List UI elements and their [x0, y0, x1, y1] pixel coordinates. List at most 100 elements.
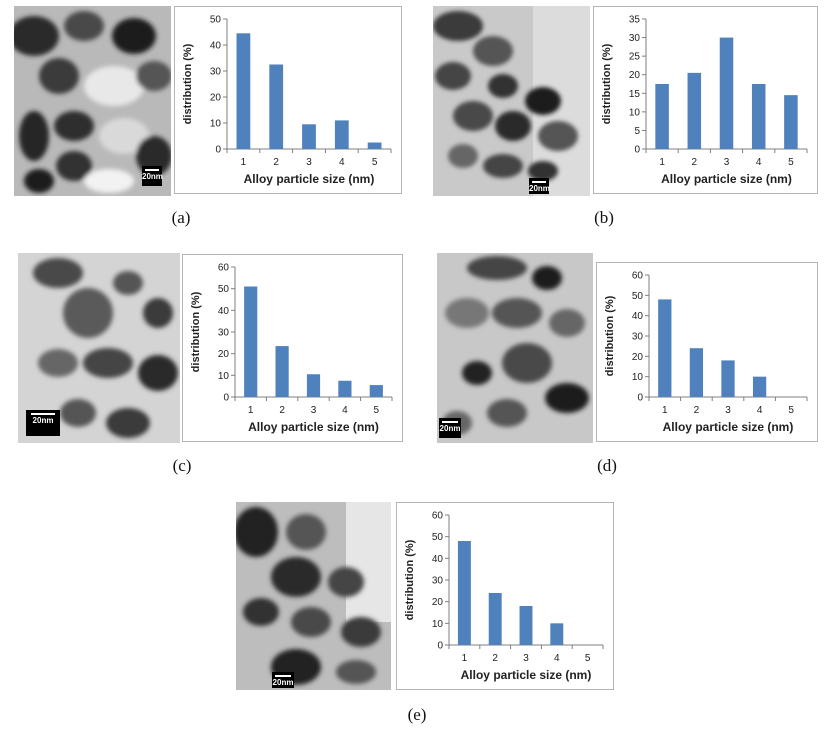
tem-micrograph-b	[433, 6, 590, 196]
tem-image-a: 20nm	[14, 6, 171, 196]
caption-b: (b)	[594, 208, 614, 227]
y-tick-label: 20	[629, 70, 641, 81]
x-tick-label: 4	[756, 157, 762, 168]
bar-chart-c: 0 10 20 30 40 50 60 1 2 3 4 5 Alloy particle size (n…	[190, 263, 393, 434]
x-tick-label: 4	[342, 405, 348, 416]
x-tick-label: 1	[241, 157, 247, 168]
x-axis-label: Alloy particle size (nm)	[244, 172, 375, 186]
caption-d: (d)	[597, 456, 617, 475]
y-tick-label: 20	[210, 93, 222, 104]
x-tick-label: 1	[659, 157, 665, 168]
x-tick-label: 3	[306, 157, 312, 168]
y-tick-label: 40	[632, 311, 644, 322]
y-tick-label: 40	[432, 554, 444, 565]
bar	[369, 385, 383, 397]
bar	[306, 374, 321, 397]
bar	[236, 33, 251, 149]
y-tick-label: 30	[218, 328, 230, 339]
bar	[302, 124, 316, 149]
scale-bar-c: 20nm	[26, 410, 60, 436]
bar	[275, 346, 289, 397]
x-tick-label: 5	[788, 157, 794, 168]
bar	[721, 360, 735, 397]
y-tick-label: 40	[218, 306, 230, 317]
bar	[244, 286, 258, 397]
y-tick-label: 5	[634, 126, 640, 137]
tem-image-b: 20nm	[433, 6, 590, 196]
y-tick-label: 60	[632, 271, 644, 282]
y-tick-label: 30	[629, 33, 641, 44]
x-tick-label: 3	[523, 653, 529, 664]
y-tick-label: 50	[218, 284, 230, 295]
bar	[334, 120, 349, 149]
scale-bar-d: 20nm	[439, 418, 461, 438]
bar	[719, 37, 734, 149]
x-tick-label: 4	[757, 405, 763, 416]
tem-micrograph-e	[236, 502, 391, 690]
y-tick-label: 0	[637, 393, 643, 404]
x-tick-label: 1	[662, 405, 668, 416]
y-axis-label: distribution (%)	[601, 43, 613, 124]
bar	[658, 299, 672, 397]
scale-bar-a: 20nm	[142, 166, 163, 186]
chart-box-d: 0 10 20 30 40 50 60 1 2 3 4 5 Alloy particle size (n…	[596, 262, 818, 442]
x-tick-label: 1	[248, 405, 254, 416]
y-tick-label: 20	[632, 352, 644, 363]
x-tick-label: 2	[492, 653, 498, 664]
x-tick-label: 3	[724, 157, 730, 168]
y-tick-label: 60	[432, 511, 444, 522]
tem-image-d: 20nm	[437, 253, 593, 443]
y-tick-label: 10	[432, 619, 444, 630]
y-axis-label: distribution (%)	[190, 291, 202, 372]
bar	[752, 376, 767, 397]
x-tick-label: 4	[339, 157, 345, 168]
y-tick-label: 20	[432, 597, 444, 608]
bar	[457, 541, 471, 645]
y-tick-label: 40	[210, 41, 222, 52]
caption-c: (c)	[172, 456, 192, 475]
y-tick-label: 30	[432, 576, 444, 587]
y-tick-label: 10	[629, 107, 641, 118]
bar-chart-d: 0 10 20 30 40 50 60 1 2 3 4 5 Alloy particle size (n…	[604, 271, 808, 434]
x-tick-label: 3	[725, 405, 731, 416]
chart-box-c: 0 10 20 30 40 50 60 1 2 3 4 5 Alloy particle size (n…	[182, 254, 403, 442]
y-tick-label: 0	[215, 145, 221, 156]
y-tick-label: 30	[632, 332, 644, 343]
x-axis-label: Alloy particle size (nm)	[461, 668, 592, 682]
bar	[751, 84, 766, 149]
caption-e: (e)	[407, 705, 427, 724]
tem-image-c: 20nm	[18, 253, 180, 443]
bar-chart-a: 0 10 20 30 40 50 1 2 3 4 5 Alloy particle size (nm)…	[182, 15, 392, 186]
y-axis-label: distribution (%)	[404, 539, 416, 620]
y-tick-label: 0	[223, 393, 229, 404]
y-tick-label: 50	[632, 291, 644, 302]
x-tick-label: 5	[374, 405, 380, 416]
x-axis-label: Alloy particle size (nm)	[248, 420, 379, 434]
y-tick-label: 60	[218, 263, 230, 274]
tem-image-e: 20nm	[236, 502, 391, 690]
bar	[784, 95, 798, 149]
bar	[519, 606, 533, 645]
y-tick-label: 50	[210, 15, 222, 26]
scale-bar-e: 20nm	[272, 672, 294, 688]
x-tick-label: 5	[372, 157, 378, 168]
chart-box-b: 0 5 10 15 20 25 30 35 1 2 3 4 5 Alloy particle size (…	[593, 6, 818, 194]
y-tick-label: 15	[629, 89, 641, 100]
bar-chart-e: 0 10 20 30 40 50 60 1 2 3 4 5 Alloy particle size (n…	[404, 511, 604, 682]
x-axis-label: Alloy particle size (nm)	[663, 420, 794, 434]
caption-a: (a)	[171, 208, 191, 227]
y-tick-label: 35	[629, 15, 641, 26]
x-tick-label: 5	[788, 405, 794, 416]
x-axis-label: Alloy particle size (nm)	[661, 172, 792, 186]
bar	[367, 142, 382, 149]
chart-box-e: 0 10 20 30 40 50 60 1 2 3 4 5 Alloy particle size (n…	[396, 502, 614, 690]
y-axis-label: distribution (%)	[182, 43, 194, 124]
y-tick-label: 10	[218, 371, 230, 382]
y-tick-label: 25	[629, 52, 641, 63]
x-tick-label: 2	[692, 157, 698, 168]
bar	[687, 72, 702, 149]
x-tick-label: 2	[694, 405, 700, 416]
bar	[269, 64, 284, 149]
scale-bar-b: 20nm	[529, 178, 550, 194]
y-tick-label: 50	[432, 532, 444, 543]
